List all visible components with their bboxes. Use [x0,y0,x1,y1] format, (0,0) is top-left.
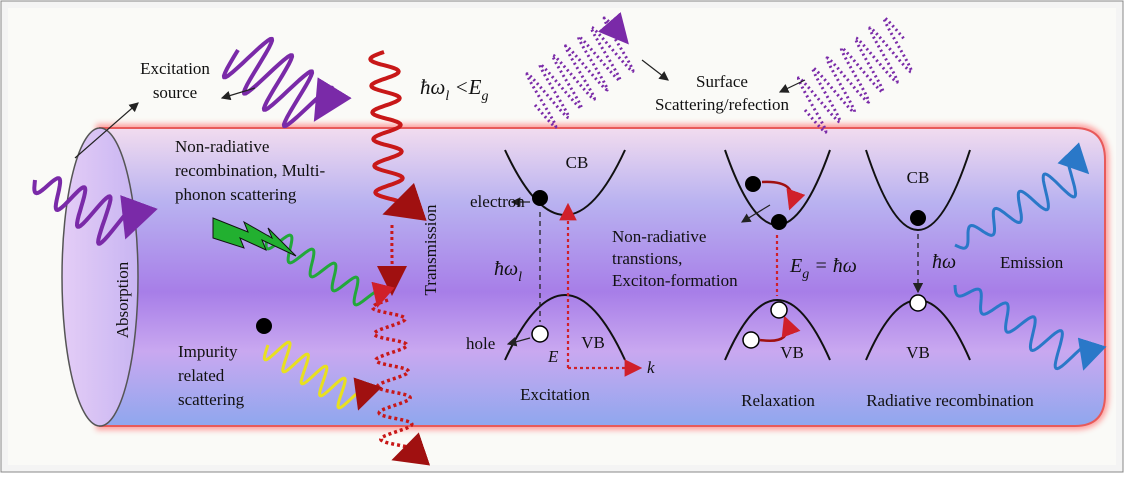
label: Exciton-formation [612,271,738,290]
label: scattering [178,390,245,409]
impurity [256,318,272,334]
band-label: CB [907,168,930,187]
formula-part: g [481,89,488,104]
electron [910,210,926,226]
hole [910,295,926,311]
label: Scattering/refection [655,95,790,114]
axis-label: k [647,358,655,377]
label: Emission [1000,253,1064,272]
caption: Excitation [520,385,590,404]
band-label: CB [566,153,589,172]
label: Surface [696,72,748,91]
band-label: VB [581,333,605,352]
formula-part: ħω [494,258,518,280]
axis-label: E [547,347,559,366]
label: Impurity [178,342,238,361]
band-label: VB [780,343,804,362]
label: Transmission [421,204,440,296]
electron [532,190,548,206]
caption: Radiative recombination [866,391,1034,410]
label: phonon scattering [175,185,297,204]
formula-part: E [789,255,802,277]
hole [771,302,787,318]
label: source [153,83,197,102]
formula-part: <E [449,75,481,99]
label: recombination, Multi- [175,161,325,180]
formula: ħω [932,251,956,273]
caption: Relaxation [741,391,815,410]
hole [743,332,759,348]
formula-part: = ħω [809,255,857,277]
band-label: VB [906,343,930,362]
hole [532,326,548,342]
label: transtions, [612,249,682,268]
label: Non-radiative [612,227,706,246]
diagram: Excitation source ħωl <Eg Surface Scatte… [0,0,1124,473]
formula-part: ħω [420,75,445,99]
label: Absorption [113,261,132,338]
label: hole [466,334,495,353]
page: { "labels": { "excitation_source": ["Exc… [0,0,1124,473]
label: Non-radiative [175,137,269,156]
label: related [178,366,225,385]
label: Excitation [140,59,210,78]
label: electron [470,192,525,211]
formula-part: g [802,267,809,282]
electron [745,176,761,192]
formula-part: l [518,270,522,285]
electron [771,214,787,230]
